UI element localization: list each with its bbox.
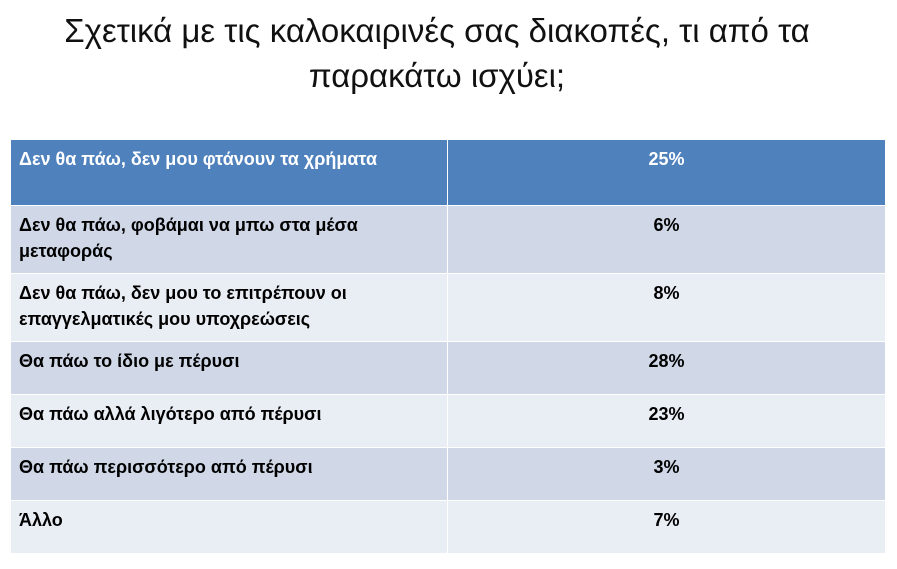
answer-label: Δεν θα πάω, δεν μου το επιτρέπουν οι επα…	[10, 273, 448, 342]
answer-label: Θα πάω αλλά λιγότερο από πέρυσι	[10, 394, 448, 448]
survey-results-table: Δεν θα πάω, δεν μου φτάνουν τα χρήματα 2…	[10, 139, 886, 554]
answer-percentage: 6%	[447, 205, 886, 274]
slide-title-line-1: Σχετικά με τις καλοκαιρινές σας διακοπές…	[64, 12, 810, 49]
answer-percentage: 8%	[447, 273, 886, 342]
answer-percentage: 3%	[447, 447, 886, 501]
answer-percentage: 23%	[447, 394, 886, 448]
table-row: Δεν θα πάω, φοβάμαι να μπω στα μέσα μετα…	[10, 205, 886, 274]
answer-label: Δεν θα πάω, φοβάμαι να μπω στα μέσα μετα…	[10, 205, 448, 274]
table-row: Θα πάω αλλά λιγότερο από πέρυσι 23%	[10, 394, 886, 448]
answer-percentage: 7%	[447, 500, 886, 554]
table-row: Δεν θα πάω, δεν μου το επιτρέπουν οι επα…	[10, 273, 886, 342]
answer-label: Θα πάω το ίδιο με πέρυσι	[10, 341, 448, 395]
table-row: Θα πάω το ίδιο με πέρυσι 28%	[10, 341, 886, 395]
table-row: Δεν θα πάω, δεν μου φτάνουν τα χρήματα 2…	[10, 139, 886, 206]
table-row: Άλλο 7%	[10, 500, 886, 554]
answer-label: Δεν θα πάω, δεν μου φτάνουν τα χρήματα	[10, 139, 448, 206]
answer-label: Άλλο	[10, 500, 448, 554]
slide-title: Σχετικά με τις καλοκαιρινές σας διακοπές…	[0, 8, 874, 98]
table-row: Θα πάω περισσότερο από πέρυσι 3%	[10, 447, 886, 501]
slide-title-line-2: παρακάτω ισχύει;	[308, 57, 566, 94]
answer-percentage: 25%	[447, 139, 886, 206]
answer-label: Θα πάω περισσότερο από πέρυσι	[10, 447, 448, 501]
answer-percentage: 28%	[447, 341, 886, 395]
